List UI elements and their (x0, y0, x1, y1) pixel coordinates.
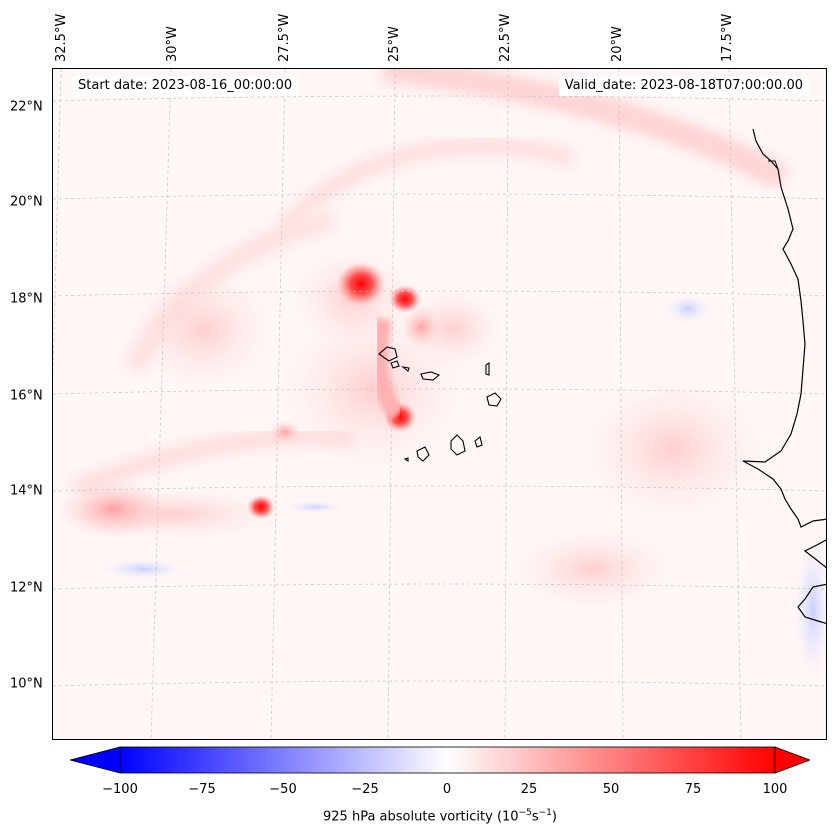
lon-label-25w: 25°W (387, 26, 402, 62)
colorbar-tick: 25 (520, 782, 538, 797)
lon-label-27-5w: 27.5°W (277, 13, 292, 62)
colorbar-tick: −25 (351, 782, 379, 797)
start-date-label: Start date: 2023-08-16_00:00:00 (72, 76, 299, 96)
colorbar-label: 925 hPa absolute vorticity (10−5s−1) (323, 808, 557, 825)
lat-label-22n: 22°N (10, 99, 43, 115)
lon-label-20w: 20°W (610, 26, 625, 62)
lon-label-22-5w: 22.5°W (498, 13, 513, 62)
valid-date-label: Valid_date: 2023-08-18T07:00:00.00 (558, 76, 809, 96)
lat-label-10n: 10°N (10, 676, 43, 692)
lat-label-12n: 12°N (10, 580, 43, 596)
colorbar-tick: 100 (762, 782, 788, 797)
colorbar-tick: 0 (442, 782, 452, 797)
lon-label-32-5w: 32.5°W (54, 13, 69, 62)
graticule (53, 69, 826, 739)
vorticity-field (58, 69, 826, 679)
colorbar-max-extend (774, 746, 810, 774)
colorbar-tick: −100 (102, 782, 138, 797)
map-panel (52, 68, 827, 740)
lat-label-14n: 14°N (10, 483, 43, 499)
lon-label-17-5w: 17.5°W (720, 13, 735, 62)
colorbar-tick: −50 (269, 782, 297, 797)
lat-label-20n: 20°N (10, 194, 43, 210)
colorbar-min-extend (70, 746, 121, 774)
lat-label-16n: 16°N (10, 388, 43, 404)
west-africa-coastline (742, 128, 826, 625)
colorbar (70, 746, 810, 774)
colorbar-tick: 50 (602, 782, 620, 797)
colorbar-tick: 75 (684, 782, 702, 797)
cape-verde-islands (378, 346, 502, 463)
lat-label-18n: 18°N (10, 291, 43, 307)
colorbar-tick: −75 (188, 782, 216, 797)
colorbar-gradient (119, 746, 776, 774)
vorticity-map (53, 69, 826, 739)
lon-label-30w: 30°W (165, 26, 180, 62)
